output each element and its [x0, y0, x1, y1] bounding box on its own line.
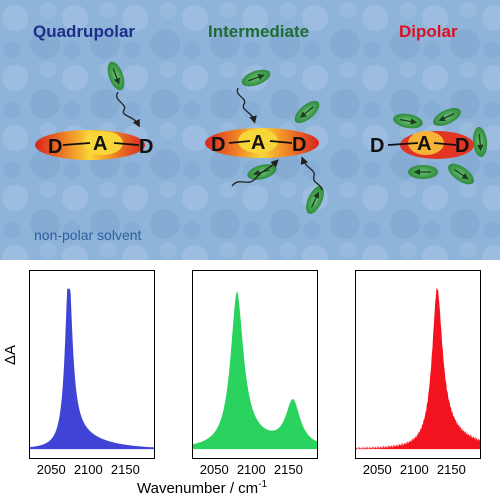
x-tick-label: 2150 — [436, 462, 466, 477]
donor-label: D — [455, 135, 469, 157]
solvent-molecule-icon — [306, 186, 324, 214]
x-tick-label: 2100 — [236, 462, 266, 477]
solvent-label: non-polar solvent — [34, 227, 142, 243]
spectrum-plot-dipolar — [356, 286, 480, 451]
solvent-molecule-icon — [433, 108, 461, 126]
x-tick-label: 2100 — [73, 462, 103, 477]
solvent-molecule-icon — [448, 163, 474, 185]
molecule-dipolar — [387, 131, 474, 159]
x-tick-label: 2050 — [362, 462, 392, 477]
donor-label: D — [139, 136, 153, 158]
acceptor-label: A — [417, 133, 431, 155]
absorption-band-quadrupolar — [30, 288, 154, 450]
curly-arrow-icon — [300, 156, 323, 191]
spectrum-panel-dipolar — [355, 270, 481, 459]
acceptor-label: A — [251, 132, 265, 154]
spectrum-plot-quadrupolar — [30, 288, 154, 450]
regime-title-quadrupolar: Quadrupolar — [33, 22, 136, 41]
solvent-molecule-icon — [241, 69, 271, 87]
molecule-intermediate — [205, 128, 319, 158]
y-axis-label: ΔA — [2, 344, 19, 365]
solvent-molecule-icon — [408, 165, 438, 179]
solvent-molecule-icon — [107, 61, 125, 91]
x-tick-label: 2150 — [273, 462, 303, 477]
donor-label: D — [48, 136, 62, 158]
curly-arrow-icon — [116, 91, 140, 128]
donor-label: D — [292, 134, 306, 156]
x-tick-label: 2150 — [110, 462, 140, 477]
molecule-quadrupolar — [35, 130, 145, 160]
curly-arrow-icon — [231, 159, 279, 187]
x-tick-label: 2050 — [36, 462, 66, 477]
spectrum-panel-quadrupolar — [29, 270, 155, 459]
absorption-band-intermediate — [193, 291, 317, 450]
x-tick-label: 2100 — [399, 462, 429, 477]
scene-illustration: D A D D A D D A D non-polar solvent — [0, 0, 500, 260]
acceptor-label: A — [93, 133, 107, 155]
spectrum-panel-intermediate — [192, 270, 318, 459]
donor-label: D — [370, 135, 384, 157]
spectrum-plot-intermediate — [193, 291, 317, 450]
solvent-molecule-icon — [472, 127, 488, 157]
solvent-molecule-icon — [393, 113, 423, 129]
absorption-band-dipolar — [356, 286, 480, 451]
x-axis-label: Wavenumber / cm-1 — [137, 479, 268, 497]
donor-label: D — [211, 134, 225, 156]
solvent-molecule-icon — [294, 100, 320, 124]
regime-title-intermediate: Intermediate — [208, 22, 310, 41]
x-tick-label: 2050 — [199, 462, 229, 477]
curly-arrow-icon — [236, 87, 257, 124]
regime-title-dipolar: Dipolar — [399, 22, 458, 41]
